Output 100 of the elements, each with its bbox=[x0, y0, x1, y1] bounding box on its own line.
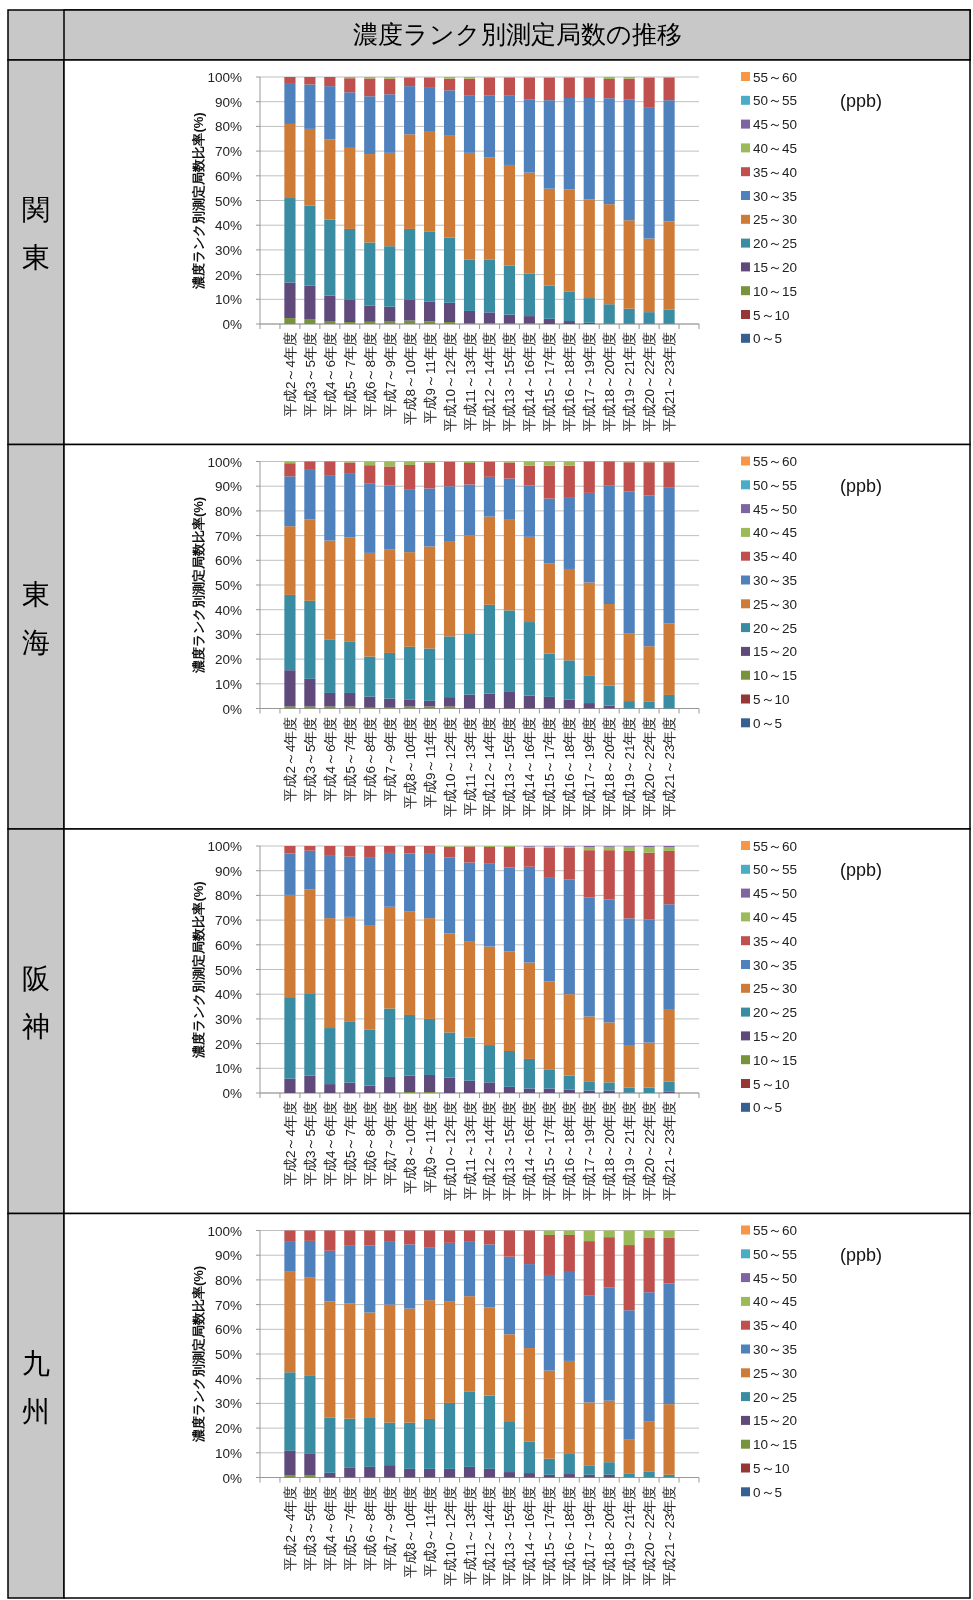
y-tick-label: 70% bbox=[214, 913, 242, 929]
x-tick-label: 平成17～19年度 bbox=[582, 1485, 598, 1586]
legend-label: 5～10 bbox=[753, 307, 790, 323]
y-tick-label: 10% bbox=[214, 1061, 242, 1077]
x-tick-label: 平成14～16年度 bbox=[522, 1101, 538, 1202]
legend-label: 40～45 bbox=[753, 1294, 798, 1310]
legend-label: 10～15 bbox=[753, 668, 798, 684]
legend-title: (ppb) bbox=[840, 860, 883, 880]
y-tick-label: 20% bbox=[214, 1421, 242, 1437]
legend-label: 45～50 bbox=[753, 501, 798, 517]
x-tick-label: 平成13～15年度 bbox=[502, 716, 518, 817]
x-tick-label: 平成16～18年度 bbox=[562, 716, 578, 817]
x-tick-label: 平成21～23年度 bbox=[662, 332, 678, 433]
legend-label: 5～10 bbox=[753, 692, 790, 707]
x-tick-label: 平成3～5年度 bbox=[302, 1485, 318, 1571]
x-tick-label: 平成9～11年度 bbox=[422, 716, 438, 809]
y-tick-label: 40% bbox=[214, 987, 242, 1003]
x-tick-label: 平成13～15年度 bbox=[502, 1485, 518, 1586]
legend-title: (ppb) bbox=[840, 475, 883, 496]
legend-label: 5～10 bbox=[753, 1461, 790, 1476]
legend-label: 35～40 bbox=[753, 933, 798, 949]
x-tick-label: 平成5～7年度 bbox=[342, 716, 358, 802]
x-tick-label: 平成19～21年度 bbox=[622, 1485, 638, 1586]
y-tick-label: 20% bbox=[214, 1036, 242, 1052]
x-tick-label: 平成21～23年度 bbox=[662, 716, 678, 817]
y-tick-label: 80% bbox=[214, 888, 242, 904]
legend-label: 15～20 bbox=[753, 259, 798, 275]
legend-label: 0～5 bbox=[753, 1484, 783, 1500]
x-tick-label: 平成3～5年度 bbox=[302, 1101, 318, 1187]
x-tick-label: 平成3～5年度 bbox=[302, 716, 318, 802]
legend-label: 10～15 bbox=[753, 1437, 798, 1453]
x-tick-label: 平成16～18年度 bbox=[562, 1101, 578, 1202]
legend-label: 30～35 bbox=[753, 188, 798, 204]
y-tick-label: 0% bbox=[222, 1086, 242, 1101]
x-tick-label: 平成12～14年度 bbox=[482, 716, 498, 817]
y-tick-label: 0% bbox=[222, 1470, 242, 1486]
x-tick-label: 平成5～7年度 bbox=[342, 332, 358, 418]
legend-label: 10～15 bbox=[753, 1052, 798, 1068]
y-axis-title: 濃度ランク別測定局数比率(%) bbox=[191, 112, 206, 290]
x-tick-label: 平成6～8年度 bbox=[362, 332, 378, 418]
x-tick-label: 平成16～18年度 bbox=[562, 1485, 578, 1586]
y-tick-label: 100% bbox=[207, 70, 242, 85]
x-tick-label: 平成15～17年度 bbox=[542, 332, 558, 433]
y-tick-label: 60% bbox=[214, 1322, 242, 1338]
x-tick-label: 平成18～20年度 bbox=[602, 332, 618, 433]
y-tick-label: 50% bbox=[214, 193, 242, 209]
x-tick-label: 平成18～20年度 bbox=[602, 1485, 618, 1586]
y-tick-label: 70% bbox=[214, 144, 242, 160]
text: 関東 bbox=[22, 194, 50, 274]
legend-label: 15～20 bbox=[753, 1413, 798, 1429]
legend-label: 55～60 bbox=[753, 454, 798, 469]
legend-title: (ppb) bbox=[840, 91, 883, 111]
x-tick-label: 平成6～8年度 bbox=[362, 1485, 378, 1571]
y-tick-label: 0% bbox=[222, 317, 242, 332]
legend-label: 0～5 bbox=[753, 1100, 783, 1116]
legend-label: 25～30 bbox=[753, 596, 798, 612]
x-tick-label: 平成12～14年度 bbox=[482, 1485, 498, 1586]
legend-label: 50～55 bbox=[753, 477, 798, 493]
legend-label: 25～30 bbox=[753, 981, 798, 997]
x-tick-label: 平成4～6年度 bbox=[322, 1485, 338, 1571]
x-tick-label: 平成13～15年度 bbox=[502, 1101, 518, 1202]
x-tick-label: 平成12～14年度 bbox=[482, 1101, 498, 1202]
x-tick-label: 平成8～10年度 bbox=[402, 332, 418, 425]
y-tick-label: 50% bbox=[214, 1347, 242, 1362]
x-tick-label: 平成15～17年度 bbox=[542, 1101, 558, 1202]
y-tick-label: 30% bbox=[214, 242, 242, 258]
text: 阪神 bbox=[22, 963, 50, 1043]
x-tick-label: 平成20～22年度 bbox=[642, 332, 658, 433]
x-tick-label: 平成20～22年度 bbox=[642, 1485, 658, 1586]
x-tick-label: 平成7～9年度 bbox=[382, 1101, 398, 1187]
legend-label: 50～55 bbox=[753, 1246, 798, 1262]
legend-label: 20～25 bbox=[753, 1005, 798, 1021]
x-tick-label: 平成19～21年度 bbox=[622, 716, 638, 817]
x-tick-label: 平成12～14年度 bbox=[482, 332, 498, 433]
legend-label: 20～25 bbox=[753, 620, 798, 636]
x-tick-label: 平成20～22年度 bbox=[642, 716, 658, 817]
x-tick-label: 平成10～12年度 bbox=[442, 332, 458, 433]
y-tick-label: 40% bbox=[214, 218, 242, 234]
y-tick-label: 100% bbox=[207, 454, 242, 470]
y-tick-label: 90% bbox=[214, 1248, 242, 1264]
y-tick-label: 30% bbox=[214, 627, 242, 643]
x-tick-label: 平成17～19年度 bbox=[582, 1101, 598, 1202]
x-tick-label: 平成10～12年度 bbox=[442, 716, 458, 817]
x-tick-label: 平成13～15年度 bbox=[502, 332, 518, 433]
x-tick-label: 平成19～21年度 bbox=[622, 332, 638, 433]
y-tick-label: 50% bbox=[214, 962, 242, 978]
legend-label: 45～50 bbox=[753, 1270, 798, 1286]
text: 東海 bbox=[22, 578, 50, 658]
legend-label: 15～20 bbox=[753, 1028, 798, 1044]
y-tick-label: 80% bbox=[214, 503, 242, 519]
y-tick-label: 100% bbox=[207, 1223, 242, 1239]
x-tick-label: 平成4～6年度 bbox=[322, 332, 338, 418]
legend-label: 45～50 bbox=[753, 886, 798, 902]
x-tick-label: 平成2～4年度 bbox=[282, 332, 298, 418]
x-tick-label: 平成2～4年度 bbox=[282, 1101, 298, 1187]
x-tick-label: 平成11～13年度 bbox=[462, 1101, 478, 1201]
x-tick-label: 平成11～13年度 bbox=[462, 716, 478, 816]
legend-label: 25～30 bbox=[753, 212, 798, 228]
x-tick-label: 平成8～10年度 bbox=[402, 1485, 418, 1579]
y-tick-label: 60% bbox=[214, 168, 242, 184]
